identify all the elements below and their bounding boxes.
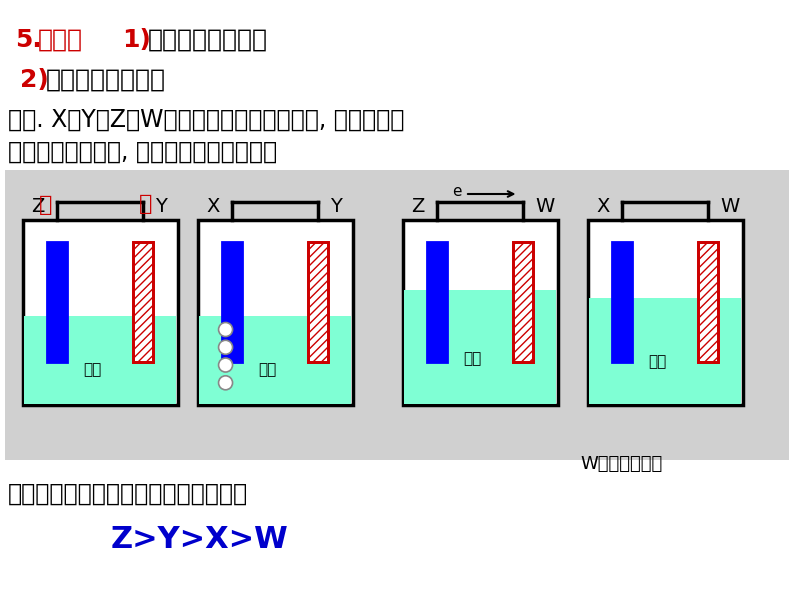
Text: 比较金属活动性，: 比较金属活动性， bbox=[46, 68, 166, 92]
Bar bbox=[47, 242, 67, 362]
Text: Z: Z bbox=[31, 197, 44, 216]
Bar bbox=[133, 242, 153, 362]
Circle shape bbox=[218, 340, 233, 354]
Bar bbox=[5, 170, 789, 460]
Bar bbox=[198, 220, 353, 405]
Circle shape bbox=[218, 322, 233, 337]
Text: Z>Y>X>W: Z>Y>X>W bbox=[111, 525, 289, 554]
Bar bbox=[24, 316, 176, 403]
Text: 盐酸: 盐酸 bbox=[258, 362, 276, 377]
Text: e: e bbox=[453, 185, 462, 200]
Bar bbox=[426, 242, 447, 362]
Text: W发生还原反应: W发生还原反应 bbox=[580, 455, 662, 473]
Text: 练习. X、Y、Z、W四种金属片进入稀盐酸中, 用导线连接: 练习. X、Y、Z、W四种金属片进入稀盐酸中, 用导线连接 bbox=[8, 108, 404, 132]
Text: 盐酸: 盐酸 bbox=[463, 352, 481, 367]
Bar bbox=[404, 290, 557, 403]
Text: 应用：: 应用： bbox=[38, 28, 83, 52]
Text: X: X bbox=[596, 197, 610, 216]
Text: W: W bbox=[720, 197, 740, 216]
Text: 2): 2) bbox=[20, 68, 48, 92]
Text: 盐酸: 盐酸 bbox=[648, 355, 666, 370]
Bar bbox=[699, 242, 719, 362]
Text: Y: Y bbox=[330, 197, 342, 216]
Bar bbox=[588, 297, 742, 403]
Text: 加快化学反应速率: 加快化学反应速率 bbox=[148, 28, 268, 52]
Text: 则四种金属的活泼性由强到弱的顺序为: 则四种金属的活泼性由强到弱的顺序为 bbox=[8, 482, 248, 506]
Text: Z: Z bbox=[411, 197, 425, 216]
Text: 盐酸: 盐酸 bbox=[83, 362, 102, 377]
Bar bbox=[308, 242, 329, 362]
Bar bbox=[514, 242, 534, 362]
Bar bbox=[222, 242, 241, 362]
Text: Y: Y bbox=[156, 197, 168, 216]
Text: 1): 1) bbox=[122, 28, 151, 52]
Bar bbox=[611, 242, 632, 362]
Bar bbox=[133, 242, 153, 362]
Bar bbox=[308, 242, 329, 362]
Text: ，可以组成原电池, 实验结果如下图所示：: ，可以组成原电池, 实验结果如下图所示： bbox=[8, 140, 277, 164]
Bar bbox=[403, 220, 557, 405]
Bar bbox=[514, 242, 534, 362]
Text: 5.: 5. bbox=[15, 28, 42, 52]
Bar bbox=[588, 220, 742, 405]
Circle shape bbox=[218, 358, 233, 372]
Circle shape bbox=[218, 376, 233, 390]
Text: ＋: ＋ bbox=[139, 194, 152, 214]
Bar bbox=[699, 242, 719, 362]
Text: X: X bbox=[206, 197, 219, 216]
Bar bbox=[22, 220, 178, 405]
Text: －: － bbox=[39, 195, 52, 215]
Bar bbox=[198, 316, 351, 403]
Text: W: W bbox=[535, 197, 555, 216]
